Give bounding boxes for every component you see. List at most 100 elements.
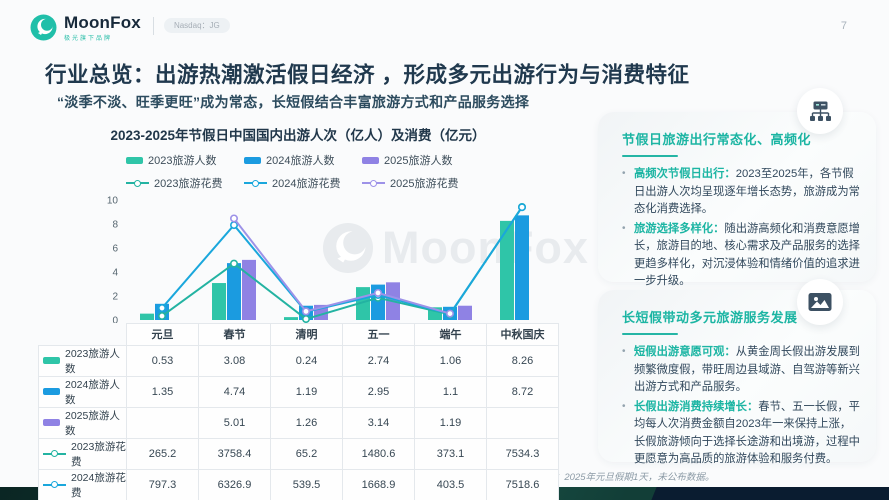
svg-text:6: 6: [112, 244, 118, 255]
holiday-travel-chart: 024681002000400060008000: [107, 196, 529, 324]
bullet-lead: 旅游选择多样化：: [634, 222, 725, 235]
bullet-item: 长假出游消费持续增长：春节、五一长假，平均每人次消费金额自2023年一来保持上涨…: [622, 399, 862, 469]
legend-label: 2025旅游人数: [384, 155, 453, 167]
value-cell: [486, 406, 559, 439]
line-marker: [373, 288, 382, 297]
value-cell: [126, 406, 199, 439]
watermark-text: MoonFox: [382, 222, 589, 273]
chart-bar: [284, 317, 298, 320]
series-name-cell: 2023旅游花费: [38, 437, 127, 470]
value-cell: 6326.9: [198, 468, 271, 500]
svg-text:2: 2: [112, 292, 118, 303]
legend-item: 2023旅游人数: [126, 152, 244, 168]
line-marker: [158, 304, 167, 313]
value-cell: 0.24: [270, 344, 343, 377]
value-cell: 1.1: [414, 375, 487, 408]
panel-title-underline: [622, 333, 678, 335]
value-cell: 797.3: [126, 468, 199, 500]
value-cell: 403.5: [414, 468, 487, 500]
chart-title: 2023-2025年节假日中国国内出游人次（亿人）及消费（亿元）: [110, 128, 486, 143]
page-number: 7: [840, 20, 847, 32]
chart-data-table: 元旦 春节 清明 五一 端午 中秋国庆 2023旅游人数 0.53 3.08 0.24 2.74 1…: [38, 323, 559, 500]
value-cell: 1.35: [126, 375, 199, 408]
series-name-cell: 2024旅游人数: [38, 375, 127, 408]
panel-title: 长短假带动多元旅游服务发展: [622, 310, 798, 325]
bar-swatch: [244, 156, 261, 164]
chart-line: [161, 206, 523, 316]
table-row: 2025旅游人数 5.01 1.26 3.14 1.19: [38, 406, 559, 439]
value-cell: 1.19: [414, 406, 487, 439]
brand-divider: [152, 17, 154, 35]
value-cell: 1.19: [270, 375, 343, 408]
value-cell: 1.06: [414, 344, 487, 377]
svg-text:4: 4: [112, 268, 118, 279]
value-cell: 3.08: [198, 344, 271, 377]
bullet-text: 2023至2025年，各节假日出游人次均呈现逐年增长态势，旅游成为常态化消费选择…: [634, 168, 860, 215]
image-icon: [797, 279, 843, 325]
bullet-item: 旅游选择多样化：随出游高频化和消费意愿增长，旅游目的地、核心需求及产品服务的选择…: [622, 221, 862, 291]
legend-item: 2025旅游花费: [362, 175, 480, 191]
legend-item: 2023旅游花费: [126, 175, 244, 191]
chart-line: [233, 217, 451, 315]
chart-legend: 2023旅游人数 2024旅游人数 2025旅游人数 2023旅游花费 2024旅游花费…: [38, 152, 558, 191]
legend-label: 2025旅游花费: [390, 178, 459, 190]
table-corner-cell: [38, 323, 127, 346]
series-name-cell: 2024旅游花费: [38, 468, 127, 500]
line-swatch: [362, 179, 385, 188]
brand-name: MoonFox: [64, 13, 141, 32]
category-header: 元旦: [126, 323, 199, 346]
nasdaq-badge: Nasdaq：JG: [163, 18, 230, 33]
chart-bar: [458, 305, 472, 320]
legend-label: 2024旅游人数: [266, 155, 335, 167]
value-cell: 1480.6: [342, 437, 415, 470]
bullet-item: 短假出游意愿可观：从黄金周长假出游发展到频繁微度假，带旺周边县域游、自驾游等新兴…: [622, 344, 862, 397]
line-marker: [230, 259, 239, 268]
chart-bar: [242, 259, 256, 320]
bullet-text: 从黄金周长假出游发展到频繁微度假，带旺周边县域游、自驾游等新兴出游方式和产品服务…: [634, 346, 860, 393]
value-cell: 373.1: [414, 437, 487, 470]
page-title: 行业总览：出游热潮激活假日经济 ，形成多元出游行为与消费特征: [45, 63, 690, 87]
category-header: 中秋国庆: [486, 323, 559, 346]
holiday-travel-chart-card: 2023-2025年节假日中国国内出游人次（亿人）及消费（亿元） 2023旅游人…: [38, 124, 559, 500]
value-cell: 2.95: [342, 375, 415, 408]
value-cell: 1.26: [270, 406, 343, 439]
bar-swatch: [43, 357, 60, 364]
bullet-lead: 高频次节假日出行：: [634, 168, 736, 180]
line-marker: [230, 214, 239, 223]
value-cell: 3758.4: [198, 437, 271, 470]
value-cell: 0.53: [126, 344, 199, 377]
svg-text:8: 8: [112, 220, 118, 231]
panel-bullets: 高频次节假日出行：2023至2025年，各节假日出游人次均呈现逐年增长态势，旅游…: [622, 166, 862, 291]
panel-title: 节假日旅游出行常态化、高频化: [622, 132, 812, 147]
category-header: 春节: [198, 323, 271, 346]
svg-text:10: 10: [107, 196, 119, 207]
brand-tagline: 极光旗下品牌: [64, 36, 113, 42]
value-cell: 4.74: [198, 375, 271, 408]
value-cell: 3.14: [342, 406, 415, 439]
legend-item: 2025旅游人数: [362, 152, 480, 168]
line-swatch: [43, 449, 66, 458]
svg-text:0: 0: [112, 316, 118, 324]
panel-title-underline: [622, 155, 678, 157]
page-subtitle: “淡季不淡、旺季更旺”成为常态，长短假结合丰富旅游方式和产品服务选择: [57, 94, 530, 110]
bullet-lead: 短假出游意愿可观：: [634, 346, 736, 358]
table-row: 2023旅游花费 265.2 3758.4 65.2 1480.6 373.1 7534.3: [38, 437, 559, 470]
line-marker: [302, 315, 310, 323]
panel-bullets: 短假出游意愿可观：从黄金周长假出游发展到频繁微度假，带旺周边县域游、自驾游等新兴…: [622, 344, 862, 469]
bullet-item: 高频次节假日出行：2023至2025年，各节假日出游人次均呈现逐年增长态势，旅游…: [622, 166, 862, 219]
moonfox-logo-icon: [30, 14, 57, 41]
value-cell: 5.01: [198, 406, 271, 439]
line-swatch: [244, 179, 267, 188]
brand-logo: MoonFox 极光旗下品牌 Nasdaq：JG: [30, 14, 230, 42]
bullet-text: 春节、五一长假，平均每人次消费金额自2023年一来保持上涨，长假旅游倾向于选择长…: [634, 400, 860, 466]
line-marker: [301, 307, 310, 316]
insight-panel-long-short-holiday: 长短假带动多元旅游服务发展 短假出游意愿可观：从黄金周长假出游发展到频繁微度假，…: [598, 290, 876, 465]
insight-panel-holiday-frequency: 节假日旅游出行常态化、高频化 高频次节假日出行：2023至2025年，各节假日出…: [598, 112, 876, 287]
value-cell: 539.5: [270, 468, 343, 500]
table-row: 2024旅游人数 1.35 4.74 1.19 2.95 1.1 8.72: [38, 375, 559, 408]
category-header: 端午: [414, 323, 487, 346]
value-cell: 8.72: [486, 375, 559, 408]
value-cell: 7518.6: [486, 468, 559, 500]
chart-bar: [140, 313, 154, 320]
value-cell: 2.74: [342, 344, 415, 377]
